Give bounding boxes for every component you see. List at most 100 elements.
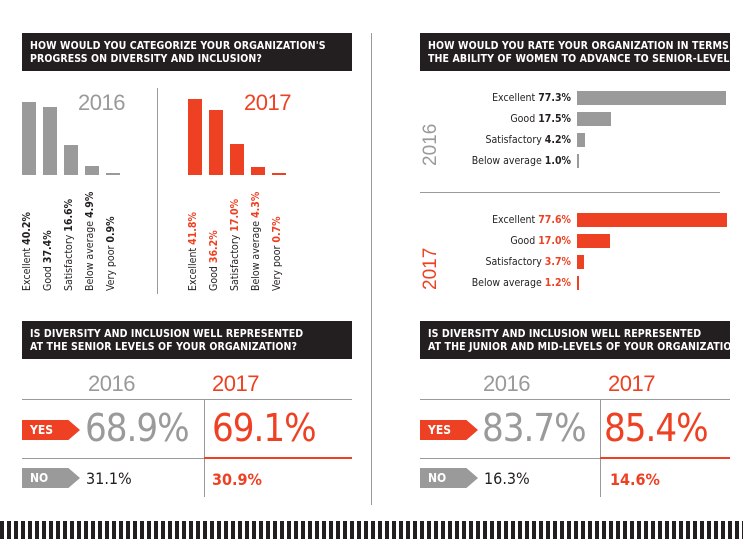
q2-label-2016-0: Excellent 77.3% (441, 92, 571, 104)
q4-no-2016: 16.3% (484, 469, 530, 488)
q2-category-2016-2: Satisfactory (485, 134, 542, 146)
q1-chart-2017: Excellent 41.8% Good 36.2% Satisfactory 17.0%… (187, 95, 298, 291)
q2-year-divider (420, 192, 720, 193)
q1-value-2016-4: 0.9% (105, 216, 117, 243)
q4-yes-2017: 85.4% (604, 406, 709, 450)
q2-label-2017-2: Satisfactory 3.7% (441, 256, 572, 268)
q1-bar-2016-0 (22, 102, 36, 175)
q3-title-line1: IS DIVERSITY AND INCLUSION WELL REPRESEN… (30, 328, 304, 340)
q3-year-2016: 2016 (88, 371, 135, 396)
q1-bar-2016-2 (64, 144, 78, 175)
q1-bar-2017-0 (188, 99, 202, 175)
q2-bar-2016-0 (577, 91, 727, 105)
q3-year-2017: 2017 (212, 371, 259, 396)
q1-value-2016-0: 40.2% (21, 212, 33, 245)
q2-value-2017-2: 3.7% (544, 256, 571, 268)
q3-mid-rule-red (204, 457, 352, 459)
q1-bar-2016-3 (85, 166, 99, 175)
q1-category-2016-3: Below average (84, 220, 96, 291)
q1-year-divider (157, 88, 158, 294)
q1-label-2016-4: Very poor 0.9% (105, 216, 117, 291)
q1-value-2017-3: 4.3% (250, 191, 262, 218)
q1-bar-2017-1 (209, 109, 223, 175)
q1-label-2017-4: Very poor 0.7% (271, 216, 283, 291)
q2-title-line1: HOW WOULD YOU RATE YOUR ORGANIZATION IN … (428, 40, 743, 52)
q1-category-2016-1: Good (42, 266, 54, 291)
q1-question-banner: HOW WOULD YOU CATEGORIZE YOUR ORGANIZATI… (22, 33, 352, 71)
bottom-decorative-strip (0, 521, 743, 539)
q1-value-2017-0: 41.8% (187, 212, 199, 245)
q1-label-2016-3: Below average 4.9% (84, 192, 96, 291)
q4-year-divider (600, 399, 601, 497)
q2-label-2016-3: Below average 1.0% (441, 155, 571, 167)
q2-label-2017-1: Good 17.0% (441, 235, 571, 247)
q2-question-banner: HOW WOULD YOU RATE YOUR ORGANIZATION IN … (420, 33, 743, 71)
q2-category-2017-3: Below average (471, 277, 542, 289)
q2-bar-2016-2 (577, 133, 586, 147)
q1-label-2017-0: Excellent 41.8% (187, 212, 199, 291)
q1-value-2016-3: 4.9% (84, 191, 96, 218)
q2-bar-2017-2 (577, 255, 585, 269)
q3-yes-2017: 69.1% (212, 406, 317, 450)
q2-category-2016-3: Below average (471, 155, 542, 167)
q2-year-2016: 2016 (420, 123, 441, 166)
q2-label-2016-2: Satisfactory 4.2% (441, 134, 572, 146)
q1-bar-2017-2 (230, 144, 244, 175)
q1-value-2017-1: 36.2% (208, 230, 220, 264)
q3-mid-rule (22, 458, 204, 459)
q3-no-arrow: NO (22, 468, 80, 488)
q1-category-2016-4: Very poor (105, 245, 117, 291)
q2-label-2016-1: Good 17.5% (441, 113, 571, 125)
q3-question-banner: IS DIVERSITY AND INCLUSION WELL REPRESEN… (22, 321, 352, 359)
q4-mid-rule-red (600, 457, 730, 459)
q2-bar-2017-1 (577, 234, 610, 248)
q3-title-line2: AT THE SENIOR LEVELS OF YOUR ORGANIZATIO… (30, 340, 298, 353)
q1-bar-2017-4 (272, 173, 286, 175)
q3-no-2017: 30.9% (212, 470, 262, 489)
q2-category-2017-1: Good (510, 235, 536, 247)
q1-category-2016-0: Excellent (21, 247, 33, 291)
q2-value-2017-3: 1.2% (544, 277, 571, 289)
q1-value-2016-2: 16.6% (63, 198, 75, 232)
q1-title-line1: HOW WOULD YOU CATEGORIZE YOUR ORGANIZATI… (30, 40, 326, 52)
q2-value-2017-1: 17.0% (538, 235, 571, 247)
q1-label-2017-3: Below average 4.3% (250, 192, 262, 291)
q3-year-divider (204, 399, 205, 497)
q1-bar-2017-3 (251, 167, 265, 175)
q1-category-2017-2: Satisfactory (229, 234, 241, 291)
q2-label-2017-3: Below average 1.2% (441, 277, 571, 289)
q2-year-2017: 2017 (420, 247, 441, 290)
q1-label-2017-1: Good 36.2% (208, 230, 220, 291)
q2-value-2016-1: 17.5% (538, 113, 571, 125)
q4-top-rule (420, 399, 730, 400)
q1-label-2017-2: Satisfactory 17.0% (229, 199, 241, 291)
q1-year-2017: 2017 (244, 90, 291, 115)
q2-bar-2017-3 (577, 276, 580, 290)
q3-yes-2016: 68.9% (85, 406, 190, 450)
q4-no-2017: 14.6% (610, 470, 660, 489)
q1-value-2017-4: 0.7% (271, 216, 283, 243)
q4-yes-2016: 83.7% (482, 406, 587, 450)
q1-category-2017-1: Good (208, 266, 220, 291)
q4-question-banner: IS DIVERSITY AND INCLUSION WELL REPRESEN… (420, 321, 743, 359)
q2-value-2016-0: 77.3% (538, 92, 571, 104)
q3-no-2016: 31.1% (86, 469, 132, 488)
q1-year-2016: 2016 (78, 90, 125, 115)
q2-value-2016-3: 1.0% (544, 155, 571, 167)
q2-category-2016-1: Good (510, 113, 536, 125)
q4-year-2017: 2017 (608, 371, 655, 396)
q1-category-2017-4: Very poor (271, 245, 283, 291)
q1-value-2016-1: 37.4% (42, 230, 54, 264)
q4-yes-arrow: YES (420, 420, 478, 440)
q2-category-2016-0: Excellent (492, 92, 536, 104)
q4-mid-rule (420, 458, 600, 459)
q2-label-2017-0: Excellent 77.6% (441, 214, 571, 226)
q1-category-2017-0: Excellent (187, 247, 199, 291)
q1-category-2017-3: Below average (250, 220, 262, 291)
q1-bar-2016-4 (106, 173, 120, 175)
q3-yes-arrow: YES (22, 420, 80, 440)
q1-label-2016-0: Excellent 40.2% (21, 212, 33, 291)
q3-top-rule (22, 399, 352, 400)
q1-bar-2016-1 (43, 107, 57, 175)
q4-no-arrow: NO (420, 468, 478, 488)
